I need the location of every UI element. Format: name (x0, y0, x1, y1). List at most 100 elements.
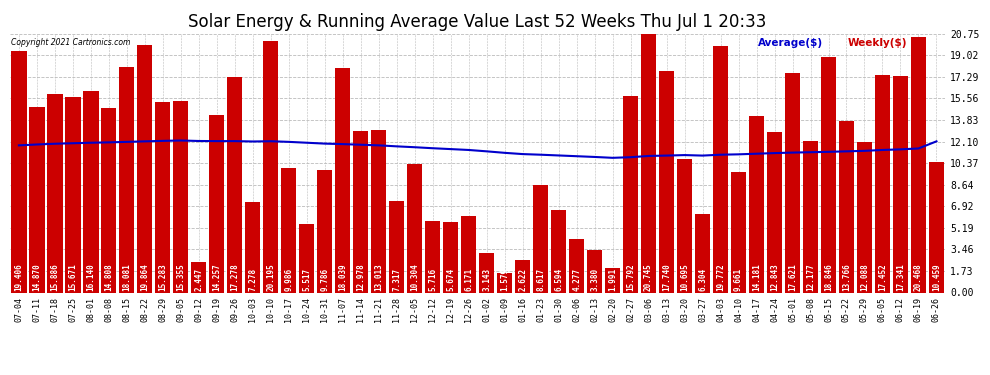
Text: 4.277: 4.277 (572, 268, 581, 291)
Text: 20.195: 20.195 (266, 264, 275, 291)
Text: 12.843: 12.843 (770, 264, 779, 291)
Text: 15.792: 15.792 (626, 264, 636, 291)
Bar (479, 253, 494, 292)
Text: 16.140: 16.140 (86, 264, 95, 291)
Text: 3.380: 3.380 (590, 268, 599, 291)
Bar (317, 171, 333, 292)
Bar (209, 115, 225, 292)
Bar (227, 77, 243, 292)
Bar (605, 268, 621, 292)
Bar (551, 210, 566, 292)
Bar (461, 216, 476, 292)
Text: 10.695: 10.695 (680, 264, 689, 291)
Bar (11, 51, 27, 292)
Bar (353, 130, 368, 292)
Bar (641, 34, 656, 292)
Bar (299, 224, 315, 292)
Text: 19.406: 19.406 (15, 264, 24, 291)
Text: 6.171: 6.171 (464, 268, 473, 291)
Text: 15.283: 15.283 (158, 264, 167, 291)
Bar (875, 75, 890, 292)
Bar (569, 239, 584, 292)
Bar (785, 73, 800, 292)
Text: 19.864: 19.864 (141, 264, 149, 291)
Bar (713, 46, 729, 292)
Bar (101, 108, 117, 292)
Text: 17.740: 17.740 (662, 264, 671, 291)
Text: 15.671: 15.671 (68, 264, 77, 291)
Text: Copyright 2021 Cartronics.com: Copyright 2021 Cartronics.com (11, 38, 131, 46)
Bar (263, 40, 278, 292)
Text: 5.517: 5.517 (302, 268, 311, 291)
Text: 17.452: 17.452 (878, 264, 887, 291)
Text: Weekly($): Weekly($) (847, 38, 907, 48)
Text: 20.745: 20.745 (644, 264, 653, 291)
Text: 19.772: 19.772 (716, 264, 725, 291)
Text: 12.177: 12.177 (806, 264, 815, 291)
Text: 20.468: 20.468 (914, 264, 923, 291)
Text: 1.579: 1.579 (500, 268, 509, 291)
Bar (335, 68, 350, 292)
Bar (389, 201, 404, 292)
Bar (587, 251, 602, 292)
Bar (138, 45, 152, 292)
Title: Solar Energy & Running Average Value Last 52 Weeks Thu Jul 1 20:33: Solar Energy & Running Average Value Las… (188, 13, 767, 31)
Bar (407, 164, 423, 292)
Text: 6.594: 6.594 (554, 268, 563, 291)
Bar (839, 121, 854, 292)
Text: 10.459: 10.459 (932, 264, 940, 291)
Text: 2.447: 2.447 (194, 268, 203, 291)
Bar (48, 94, 62, 292)
Bar (911, 37, 926, 292)
Bar (444, 222, 458, 292)
Text: 8.617: 8.617 (537, 268, 545, 291)
Text: 1.991: 1.991 (608, 268, 617, 291)
Bar (803, 141, 818, 292)
Text: 15.886: 15.886 (50, 264, 59, 291)
Text: 14.181: 14.181 (752, 264, 761, 291)
Bar (856, 142, 872, 292)
Text: 7.278: 7.278 (248, 268, 257, 291)
Bar (659, 71, 674, 292)
Bar (623, 96, 639, 292)
Text: 9.986: 9.986 (284, 268, 293, 291)
Text: 10.304: 10.304 (410, 264, 419, 291)
Text: 6.304: 6.304 (698, 268, 707, 291)
Text: 17.341: 17.341 (896, 264, 905, 291)
Bar (748, 116, 764, 292)
Bar (425, 221, 441, 292)
Text: 9.661: 9.661 (734, 268, 743, 291)
Bar (30, 107, 45, 292)
Bar (821, 57, 837, 292)
Bar (65, 97, 80, 292)
Bar (767, 132, 782, 292)
Bar (281, 168, 296, 292)
Text: 3.143: 3.143 (482, 268, 491, 291)
Bar (893, 76, 908, 292)
Text: 17.278: 17.278 (231, 264, 240, 291)
Text: 15.355: 15.355 (176, 264, 185, 291)
Bar (155, 102, 170, 292)
Bar (731, 172, 746, 292)
Bar (246, 202, 260, 292)
Text: 12.088: 12.088 (860, 264, 869, 291)
Text: 18.846: 18.846 (824, 264, 833, 291)
Text: 14.257: 14.257 (212, 264, 222, 291)
Text: 5.674: 5.674 (446, 268, 455, 291)
Text: 12.978: 12.978 (356, 264, 365, 291)
Text: 13.013: 13.013 (374, 264, 383, 291)
Bar (119, 67, 135, 292)
Text: 13.766: 13.766 (842, 264, 851, 291)
Bar (533, 185, 548, 292)
Text: 9.786: 9.786 (320, 268, 330, 291)
Text: 2.622: 2.622 (518, 268, 527, 291)
Text: 14.870: 14.870 (33, 264, 42, 291)
Text: Average($): Average($) (758, 38, 824, 48)
Text: 18.039: 18.039 (339, 264, 347, 291)
Text: 14.808: 14.808 (104, 264, 113, 291)
Text: 17.621: 17.621 (788, 264, 797, 291)
Bar (83, 91, 99, 292)
Bar (371, 130, 386, 292)
Bar (191, 262, 207, 292)
Text: 5.716: 5.716 (429, 268, 438, 291)
